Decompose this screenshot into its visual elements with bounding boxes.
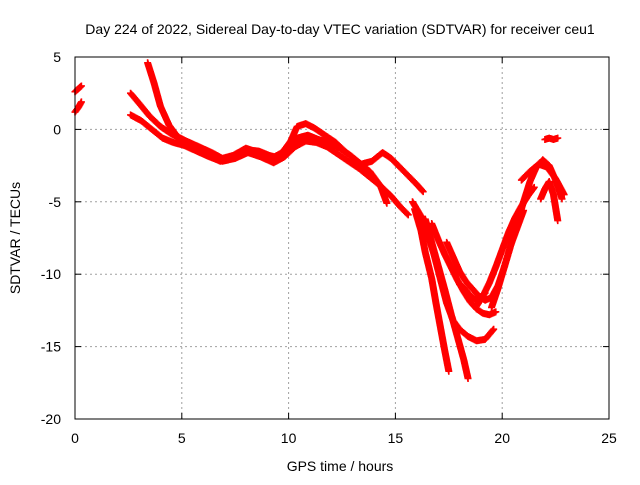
data-series-arc-14 — [537, 178, 562, 225]
data-point — [481, 289, 489, 297]
data-series-arc-2 — [71, 98, 85, 116]
data-series-arc-8 — [421, 215, 472, 382]
data-series-arc-7 — [411, 205, 453, 375]
x-tick-label: 15 — [388, 430, 404, 446]
data-series-arc-9 — [428, 220, 500, 319]
x-tick-label: 5 — [178, 430, 186, 446]
y-tick-label: 5 — [53, 49, 61, 65]
axis-ticks: 0 5 10 15 20 25 5 0 -5 -10 -15 -20 — [41, 49, 617, 446]
y-tick-label: 0 — [53, 121, 61, 137]
data-series-arc-1 — [71, 82, 85, 96]
data-point — [404, 211, 412, 219]
data-point — [77, 98, 85, 106]
data-point — [554, 134, 562, 142]
data-series-arc-12 — [488, 206, 528, 312]
x-tick-label: 25 — [601, 430, 617, 446]
data-point — [464, 374, 472, 382]
x-tick-label: 10 — [281, 430, 297, 446]
data-point — [419, 188, 427, 196]
data-point — [445, 367, 453, 375]
data-point — [560, 191, 568, 199]
x-axis-label: GPS time / hours — [287, 458, 394, 474]
data-point — [490, 325, 498, 333]
data-point — [554, 217, 562, 225]
data-series-arc-16 — [455, 280, 489, 304]
data-points — [71, 59, 568, 382]
data-point — [530, 183, 538, 191]
data-series-arc-3 — [144, 59, 391, 207]
x-tick-label: 20 — [494, 430, 510, 446]
y-tick-label: -15 — [41, 339, 61, 355]
y-tick-label: -10 — [41, 266, 61, 282]
data-point — [558, 195, 566, 203]
grid-lines — [75, 57, 609, 419]
y-tick-label: -20 — [41, 411, 61, 427]
data-series-arc-15 — [541, 134, 562, 144]
y-axis-label: SDTVAR / TECUs — [7, 182, 23, 294]
data-point — [418, 187, 426, 195]
data-point — [383, 199, 391, 207]
data-series-arc-5 — [127, 111, 412, 219]
y-tick-label: -5 — [49, 194, 62, 210]
data-point — [520, 206, 528, 214]
x-tick-label: 0 — [71, 430, 79, 446]
data-point — [77, 82, 85, 90]
plot-frame — [74, 56, 610, 420]
data-series-arc-13 — [517, 160, 568, 199]
chart-title: Day 224 of 2022, Sidereal Day-to-day VTE… — [85, 21, 595, 37]
data-series-arc-4 — [127, 89, 427, 196]
data-point — [403, 210, 411, 218]
data-point — [480, 290, 488, 298]
data-point — [492, 308, 500, 316]
data-series-arc-11 — [473, 183, 538, 310]
